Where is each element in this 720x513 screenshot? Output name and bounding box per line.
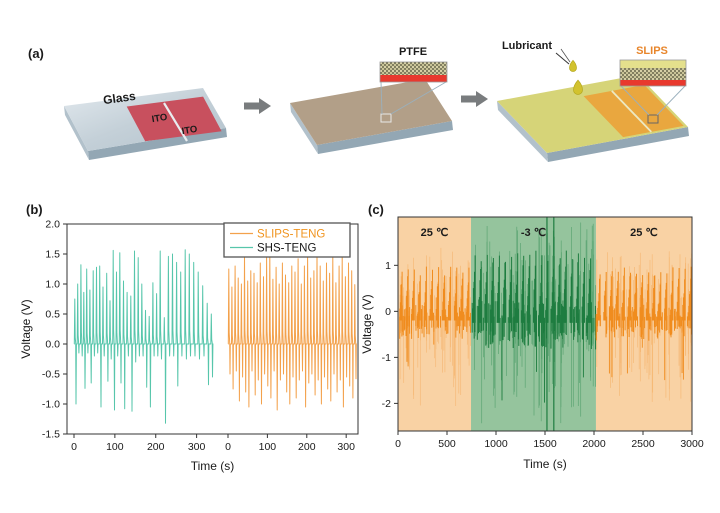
panel-b-label: (b) xyxy=(26,202,43,217)
x-tick-label: 1500 xyxy=(533,438,557,450)
x-tick-label: 0 xyxy=(225,441,231,453)
dropper-tip xyxy=(555,52,570,65)
x-tick-label: 2000 xyxy=(582,438,606,450)
y-tick-label: -1 xyxy=(382,352,391,364)
temperature-label: 25 ℃ xyxy=(630,227,658,239)
panel-a-label: (a) xyxy=(28,46,44,61)
slide1-left-edge xyxy=(64,106,89,160)
legend-label: SLIPS-TENG xyxy=(257,229,325,241)
inset-border xyxy=(379,61,448,83)
temperature-label: -3 ℃ xyxy=(521,227,546,239)
y-tick-label: 0.5 xyxy=(45,309,60,321)
y-axis-label: Voltage (V) xyxy=(362,294,374,353)
y-tick-label: 0.0 xyxy=(45,339,60,351)
ito-label-2: ITO xyxy=(181,124,198,137)
y-tick-label: -1.0 xyxy=(42,399,60,411)
panel-a-schematic: (a) Glass ITO ITO xyxy=(28,40,689,162)
slide2-front-edge xyxy=(317,121,453,154)
x-tick-label: 2500 xyxy=(631,438,655,450)
magnifier-target-box xyxy=(647,114,659,124)
series-shs-teng xyxy=(73,249,214,424)
callout-line xyxy=(656,85,686,116)
x-tick-label: 0 xyxy=(395,438,401,450)
slide2-top-face xyxy=(290,79,452,145)
panel-c-chart: 25 ℃ -3 ℃ 25 ℃ 1 0 -1 -2 0 500 1000 1500 2000 2500 30… xyxy=(362,216,704,471)
y-tick-label: 0 xyxy=(385,306,391,318)
lubricant-drop-icon xyxy=(573,79,583,95)
ito-gap xyxy=(163,102,188,142)
lubricant-layer-strip xyxy=(620,60,686,68)
x-tick-label: 300 xyxy=(337,441,355,453)
x-tick-label: 100 xyxy=(259,441,277,453)
x-tick-label: 200 xyxy=(147,441,165,453)
x-tick-label: 0 xyxy=(71,441,77,453)
magnifier-target-box xyxy=(380,113,392,123)
legend-box xyxy=(223,222,351,258)
ptfe-label: PTFE xyxy=(399,46,427,58)
lubricant-label: Lubricant xyxy=(502,40,552,52)
slide2-left-edge xyxy=(290,103,318,154)
callout-line xyxy=(620,85,650,116)
y-tick-label: 1.0 xyxy=(45,279,60,291)
ptfe-inset xyxy=(379,61,448,83)
y-tick-label: 2.0 xyxy=(45,219,60,231)
slide3-left-edge xyxy=(497,101,548,162)
series-slips-teng xyxy=(227,250,357,411)
inset-border xyxy=(619,59,687,87)
slide3-front-edge xyxy=(547,127,689,162)
lubricant-drop-icon xyxy=(569,59,577,72)
callout-line xyxy=(390,81,447,115)
x-tick-label: 1000 xyxy=(484,438,508,450)
x-tick-label: 3000 xyxy=(680,438,704,450)
ptfe-texture-layer xyxy=(380,62,447,75)
y-tick-label: -1.5 xyxy=(42,429,60,441)
x-tick-label: 300 xyxy=(188,441,206,453)
ito-layer-strip xyxy=(620,80,686,86)
y-tick-label: 1 xyxy=(385,260,391,272)
slips-inset xyxy=(619,59,687,87)
x-tick-label: 100 xyxy=(106,441,124,453)
x-tick-label: 200 xyxy=(298,441,316,453)
x-tick-label: 500 xyxy=(438,438,456,450)
temperature-label: 25 ℃ xyxy=(421,227,449,239)
legend-label: SHS-TENG xyxy=(257,243,316,255)
plot-frame xyxy=(66,223,359,435)
slips-label: SLIPS xyxy=(636,45,668,57)
glass-label: Glass xyxy=(102,89,137,107)
slips-slide: Lubricant SLIPS xyxy=(497,40,689,162)
slips-electrode-region xyxy=(583,84,684,138)
panel-b-chart: 2.0 1.5 1.0 0.5 0.0 -0.5 -1.0 -1.5 0 100 200 300 0 10… xyxy=(19,219,359,473)
y-axis-label: Voltage (V) xyxy=(19,299,33,358)
slide1-front-edge xyxy=(88,128,227,160)
step-arrow-2-icon xyxy=(461,91,488,107)
x-axis-label: Time (s) xyxy=(191,459,235,473)
y-tick-label: 1.5 xyxy=(45,249,60,261)
ptfe-texture-layer xyxy=(620,68,686,80)
glass-ito-slide: Glass ITO ITO xyxy=(64,88,227,160)
electrode-gap xyxy=(611,90,652,133)
ito-label-1: ITO xyxy=(151,112,168,125)
y-tick-label: -0.5 xyxy=(42,369,60,381)
dropper-tip xyxy=(560,48,571,63)
step-arrow-1-icon xyxy=(244,98,271,114)
x-axis-label: Time (s) xyxy=(523,457,567,471)
callout-line xyxy=(380,81,383,115)
ito-layer-strip xyxy=(380,75,447,82)
panel-c-label: (c) xyxy=(368,202,384,217)
ptfe-slide: PTFE xyxy=(290,46,453,154)
y-tick-label: -2 xyxy=(382,398,391,410)
